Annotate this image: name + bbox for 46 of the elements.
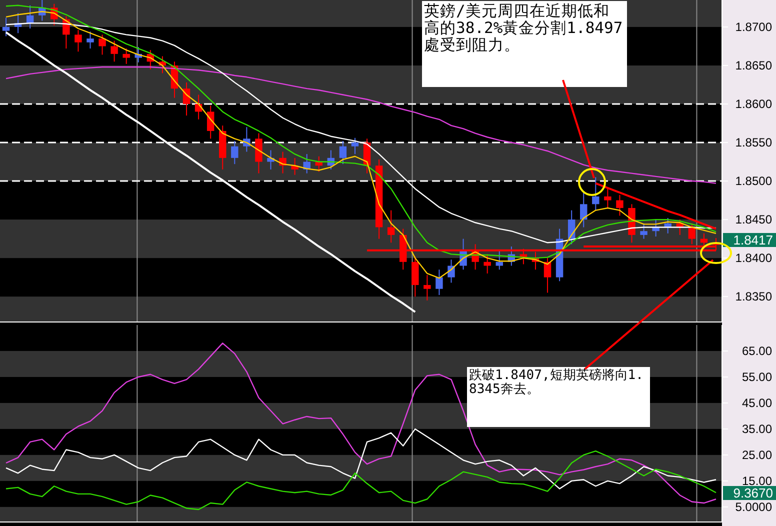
y-tick-label: 1.8500: [735, 174, 772, 188]
y-tick-label: 1.8700: [735, 20, 772, 34]
line-series: [5, 428, 717, 490]
annotation: 英鎊/美元周四在近期低和高的38.2%黃金分割1.8497處受到阻力。: [422, 1, 627, 87]
y-tick-label: 1.8650: [735, 58, 772, 72]
candlestick: [339, 140, 347, 165]
y-tick-label: 1.8550: [735, 136, 772, 150]
candlestick: [74, 30, 82, 52]
y-tick-label: 1.8600: [735, 96, 772, 111]
annotation: 跌破1.8407,短期英磅將向1.8345奔去。: [467, 367, 650, 427]
y-tick-label: 15.00: [742, 474, 772, 488]
candlestick: [255, 132, 262, 174]
candlestick: [436, 269, 443, 296]
candlestick: [122, 48, 130, 64]
y-tick-label: 55.00: [742, 370, 772, 384]
y-tick-label: 65.00: [742, 344, 772, 358]
line-series: [5, 66, 717, 184]
candlestick: [496, 250, 503, 270]
candlestick: [2, 17, 10, 37]
candlestick: [412, 256, 419, 298]
candlestick: [98, 34, 106, 56]
candlestick: [267, 150, 274, 170]
candlestick: [580, 192, 588, 228]
candlestick: [231, 140, 238, 165]
y-tick-label: 1.8400: [735, 251, 772, 266]
candlestick: [484, 254, 491, 274]
candlestick: [616, 194, 624, 216]
candlestick: [544, 258, 552, 294]
y-tick-label: 5.0000: [735, 500, 772, 514]
text: 9.3670: [733, 486, 773, 500]
y-tick-label: 25.00: [742, 448, 772, 462]
candlestick: [604, 188, 612, 208]
candlestick: [86, 31, 94, 50]
text: 1.8417: [733, 232, 773, 248]
y-tick-label: 45.00: [742, 396, 772, 410]
line-series: [5, 342, 717, 504]
candlestick: [351, 137, 359, 155]
line-series: [5, 450, 717, 510]
y-tick-label: 1.8450: [735, 212, 772, 227]
y-tick-label: 35.00: [742, 422, 772, 436]
candlestick: [640, 222, 648, 240]
candlestick: [387, 210, 395, 244]
candlestick: [110, 40, 118, 62]
candlestick: [592, 176, 600, 211]
candlestick: [424, 274, 431, 301]
y-tick-label: 1.8350: [735, 290, 772, 304]
